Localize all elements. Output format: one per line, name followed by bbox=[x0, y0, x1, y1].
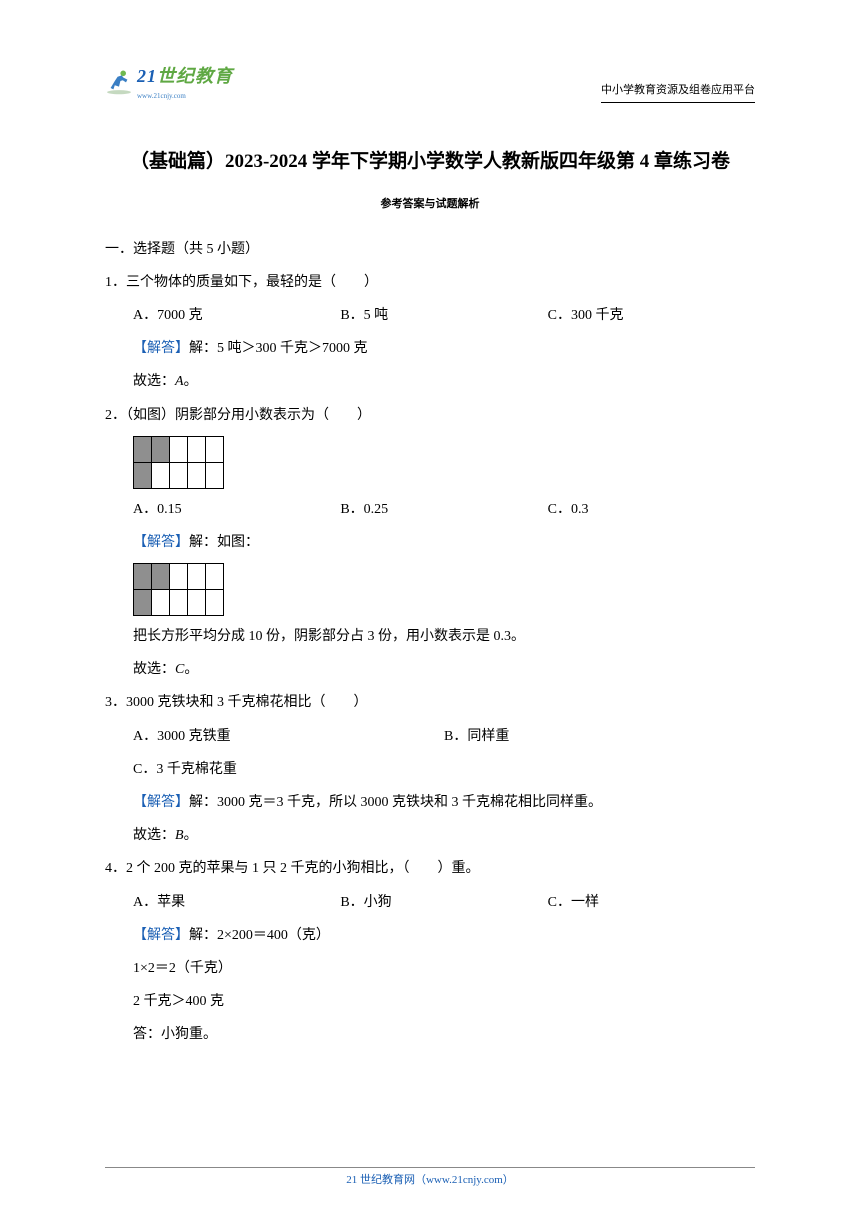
logo: 21世纪教育 www.21cnjy.com bbox=[105, 60, 233, 103]
q1-conclusion-answer: A bbox=[175, 374, 184, 389]
q4-opt-b: B．小狗 bbox=[340, 890, 547, 915]
question-4: 4．2 个 200 克的苹果与 1 只 2 千克的小狗相比，（ ）重。 A．苹果… bbox=[105, 856, 755, 1047]
q2-text: 2．（如图）阴影部分用小数表示为（ ） bbox=[105, 403, 755, 428]
q1-opt-a: A．7000 克 bbox=[133, 303, 340, 328]
q4-line4: 答：小狗重。 bbox=[105, 1022, 755, 1047]
q4-line3: 2 千克＞400 克 bbox=[105, 989, 755, 1014]
q2-opt-a: A．0.15 bbox=[133, 497, 340, 522]
q3-conclusion-answer: B bbox=[175, 828, 184, 843]
q4-answer-text: 解：2×200＝400（克） bbox=[189, 928, 330, 943]
q1-opt-c: C．300 千克 bbox=[548, 303, 755, 328]
q1-opt-b: B．5 吨 bbox=[340, 303, 547, 328]
q3-text: 3．3000 克铁块和 3 千克棉花相比（ ） bbox=[105, 690, 755, 715]
header-right-text: 中小学教育资源及组卷应用平台 bbox=[601, 81, 755, 103]
page-subtitle: 参考答案与试题解析 bbox=[105, 195, 755, 215]
question-3: 3．3000 克铁块和 3 千克棉花相比（ ） A．3000 克铁重 B．同样重… bbox=[105, 690, 755, 848]
logo-subtitle: www.21cnjy.com bbox=[137, 90, 233, 103]
q3-conclusion: 故选：B。 bbox=[105, 823, 755, 848]
footer-text: 21 世纪教育网（www.21cnjy.com） bbox=[346, 1174, 514, 1186]
q2-conclusion-prefix: 故选： bbox=[133, 662, 175, 677]
q4-opt-c: C．一样 bbox=[548, 890, 755, 915]
answer-label: 【解答】 bbox=[133, 795, 189, 810]
q2-conclusion-answer: C bbox=[175, 662, 184, 677]
q3-conclusion-end: 。 bbox=[184, 828, 198, 843]
logo-text-cn: 世纪教育 bbox=[157, 66, 233, 86]
section-1-header: 一．选择题（共 5 小题） bbox=[105, 237, 755, 262]
q2-answer-text: 解：如图： bbox=[189, 535, 259, 550]
question-2: 2．（如图）阴影部分用小数表示为（ ） A．0.15 B．0.25 C．0.3 … bbox=[105, 403, 755, 683]
q3-opt-a: A．3000 克铁重 bbox=[133, 724, 444, 749]
q4-options: A．苹果 B．小狗 C．一样 bbox=[105, 890, 755, 915]
q1-answer: 【解答】解：5 吨＞300 千克＞7000 克 bbox=[105, 336, 755, 361]
question-1: 1．三个物体的质量如下，最轻的是（ ） A．7000 克 B．5 吨 C．300… bbox=[105, 270, 755, 395]
q4-text: 4．2 个 200 克的苹果与 1 只 2 千克的小狗相比，（ ）重。 bbox=[105, 856, 755, 881]
logo-text-21: 21 bbox=[137, 66, 157, 86]
logo-text: 21世纪教育 bbox=[137, 60, 233, 92]
q3-answer: 【解答】解：3000 克＝3 千克，所以 3000 克铁块和 3 千克棉花相比同… bbox=[105, 790, 755, 815]
logo-text-wrapper: 21世纪教育 www.21cnjy.com bbox=[137, 60, 233, 103]
q3-opt-c: C．3 千克棉花重 bbox=[133, 757, 755, 782]
q3-options: A．3000 克铁重 B．同样重 C．3 千克棉花重 bbox=[105, 724, 755, 782]
q1-conclusion-prefix: 故选： bbox=[133, 374, 175, 389]
q1-text: 1．三个物体的质量如下，最轻的是（ ） bbox=[105, 270, 755, 295]
q2-options: A．0.15 B．0.25 C．0.3 bbox=[105, 497, 755, 522]
answer-label: 【解答】 bbox=[133, 535, 189, 550]
answer-label: 【解答】 bbox=[133, 341, 189, 356]
q2-grid-2 bbox=[133, 563, 755, 616]
q4-line2: 1×2＝2（千克） bbox=[105, 956, 755, 981]
q2-opt-b: B．0.25 bbox=[340, 497, 547, 522]
q3-conclusion-prefix: 故选： bbox=[133, 828, 175, 843]
q1-answer-text: 解：5 吨＞300 千克＞7000 克 bbox=[189, 341, 368, 356]
runner-icon bbox=[105, 67, 133, 95]
q3-opt-b: B．同样重 bbox=[444, 724, 755, 749]
q2-explain: 把长方形平均分成 10 份，阴影部分占 3 份，用小数表示是 0.3。 bbox=[105, 624, 755, 649]
q4-opt-a: A．苹果 bbox=[133, 890, 340, 915]
q3-answer-text: 解：3000 克＝3 千克，所以 3000 克铁块和 3 千克棉花相比同样重。 bbox=[189, 795, 602, 810]
q1-conclusion: 故选：A。 bbox=[105, 369, 755, 394]
q2-grid-1 bbox=[133, 436, 755, 489]
q2-conclusion-end: 。 bbox=[184, 662, 198, 677]
q2-opt-c: C．0.3 bbox=[548, 497, 755, 522]
q1-options: A．7000 克 B．5 吨 C．300 千克 bbox=[105, 303, 755, 328]
q2-conclusion: 故选：C。 bbox=[105, 657, 755, 682]
q4-answer: 【解答】解：2×200＝400（克） bbox=[105, 923, 755, 948]
footer-divider bbox=[105, 1167, 755, 1168]
q2-answer: 【解答】解：如图： bbox=[105, 530, 755, 555]
page-footer: 21 世纪教育网（www.21cnjy.com） bbox=[0, 1167, 860, 1191]
answer-label: 【解答】 bbox=[133, 928, 189, 943]
page-title: （基础篇）2023-2024 学年下学期小学数学人教新版四年级第 4 章练习卷 bbox=[105, 141, 755, 183]
page-header: 21世纪教育 www.21cnjy.com 中小学教育资源及组卷应用平台 bbox=[105, 60, 755, 106]
q1-conclusion-end: 。 bbox=[184, 374, 198, 389]
